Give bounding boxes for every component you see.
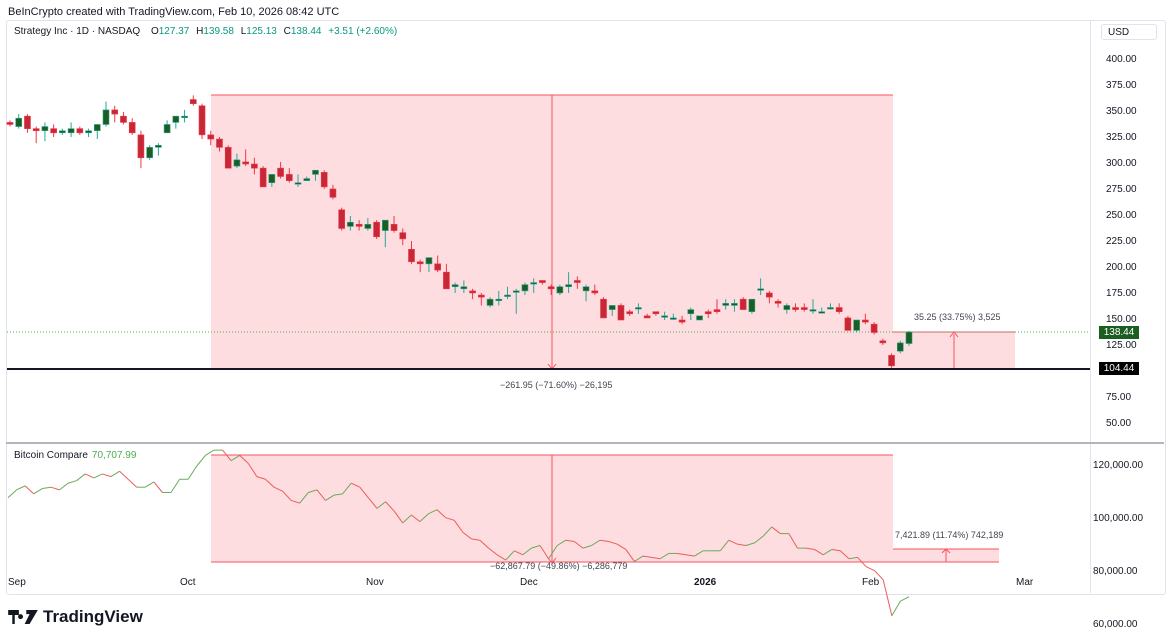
price-tick: 400.00 [1106,54,1137,65]
price-tick: 75.00 [1106,392,1132,403]
last-price-tag: 138.44 [1099,326,1139,339]
level-price-tag: 104.44 [1099,362,1139,375]
measure-btc-rise-label: 7,421.89 (11.74%) 742,189 [895,530,1004,540]
compare-tick: 100,000.00 [1093,513,1144,524]
currency-button[interactable]: USD [1101,24,1157,40]
measure-rise-label: 35.25 (33.75%) 3,525 [914,312,1001,322]
price-tick: 250.00 [1106,210,1137,221]
close-label: C [283,26,291,37]
time-tick: Dec [520,577,538,588]
measure-btc-drop-label: −62,867.79 (−49.86%) −6,286,779 [490,561,628,571]
price-tick: 275.00 [1106,184,1137,195]
price-tick: 325.00 [1106,132,1137,143]
high-value: 139.58 [203,26,234,37]
compare-label[interactable]: Bitcoin Compare [14,450,88,461]
chart-credit: BeInCrypto created with TradingView.com,… [8,6,340,18]
time-tick: 2026 [694,577,717,588]
price-axis[interactable] [1090,20,1091,593]
time-tick: Nov [366,577,384,588]
price-tick: 50.00 [1106,418,1132,429]
time-tick: Oct [180,577,196,588]
time-tick: Mar [1016,577,1034,588]
price-tick: 175.00 [1106,288,1137,299]
time-tick: Sep [8,577,26,588]
price-tick: 350.00 [1106,106,1137,117]
price-tick: 375.00 [1106,80,1137,91]
measure-drop-label: −261.95 (−71.60%) −26,195 [500,380,613,390]
time-tick: Feb [862,577,880,588]
tradingview-logo: TradingView [8,607,143,627]
low-label: L [240,26,247,37]
compare-legend: Bitcoin Compare 70,707.99 [14,450,136,461]
price-tick: 225.00 [1106,236,1137,247]
compare-tick: 80,000.00 [1093,566,1138,577]
change-value: +3.51 (+2.60%) [328,26,398,37]
close-value: 138.44 [290,26,322,37]
compare-tick: 120,000.00 [1093,460,1144,471]
brand-name: TradingView [43,607,143,626]
price-tick: 200.00 [1106,262,1137,273]
compare-tick: 60,000.00 [1093,619,1138,630]
symbol-legend: Strategy Inc · 1D · NASDAQ O127.37 H139.… [14,26,397,37]
open-label: O [150,26,159,37]
tradingview-icon [8,610,38,624]
symbol-name[interactable]: Strategy Inc · 1D · NASDAQ [14,26,141,37]
high-label: H [196,26,204,37]
chart-frame [6,20,1166,595]
price-tick: 150.00 [1106,314,1137,325]
price-tick: 300.00 [1106,158,1137,169]
low-value: 125.13 [246,26,277,37]
open-value: 127.37 [158,26,190,37]
price-tick: 125.00 [1106,340,1137,351]
pane-separator[interactable] [6,442,1164,444]
compare-value: 70,707.99 [91,450,137,461]
